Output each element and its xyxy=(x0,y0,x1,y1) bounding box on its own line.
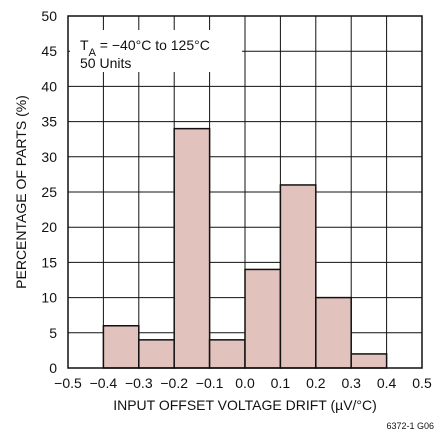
annotation-line-2: 50 Units xyxy=(80,55,131,71)
annotation-line-1: TA = −40°C to 125°C xyxy=(80,37,210,59)
plot-frame xyxy=(67,15,423,369)
x-tick-label: −0.4 xyxy=(90,375,118,391)
y-tick-label: 10 xyxy=(41,290,57,306)
y-tick-label: 45 xyxy=(41,43,57,59)
y-tick-labels: 0 5 10 15 20 25 30 35 40 45 50 xyxy=(41,8,57,376)
x-tick-label: −0.3 xyxy=(125,375,153,391)
y-tick-label: 15 xyxy=(41,254,57,270)
histogram-bar xyxy=(173,127,211,369)
x-tick-labels: −0.5 −0.4 −0.3 −0.2 −0.1 0.0 0.1 0.2 0.3 0.4 0.5 xyxy=(54,375,432,391)
x-tick-label: 0.3 xyxy=(341,375,361,391)
x-tick-label: −0.5 xyxy=(54,375,82,391)
x-tick-label: −0.2 xyxy=(160,375,188,391)
x-tick-label: 0.0 xyxy=(235,375,255,391)
figure-id: 6372-1 G06 xyxy=(386,421,434,431)
y-tick-label: 0 xyxy=(49,360,57,376)
y-tick-label: 30 xyxy=(41,149,57,165)
x-axis-label: INPUT OFFSET VOLTAGE DRIFT (µV/°C) xyxy=(113,397,377,413)
histogram-bar xyxy=(138,339,175,369)
y-tick-label: 35 xyxy=(41,114,57,130)
x-tick-label: 0.1 xyxy=(271,375,291,391)
x-tick-label: 0.5 xyxy=(412,375,432,391)
histogram-bar xyxy=(102,325,140,369)
y-tick-label: 50 xyxy=(41,8,57,24)
histogram-bar xyxy=(350,353,388,369)
x-tick-label: −0.1 xyxy=(196,375,224,391)
histogram-bar xyxy=(315,296,352,369)
annotation-background xyxy=(70,30,242,72)
histogram-bar xyxy=(279,184,317,369)
y-tick-label: 5 xyxy=(49,325,57,341)
histogram-bar xyxy=(244,268,282,369)
y-tick-label: 20 xyxy=(41,219,57,235)
x-tick-label: 0.2 xyxy=(306,375,326,391)
histogram-bar xyxy=(208,339,246,369)
y-tick-label: 25 xyxy=(41,184,57,200)
y-axis-label: PERCENTAGE OF PARTS (%) xyxy=(13,95,29,289)
y-tick-label: 40 xyxy=(41,78,57,94)
x-tick-label: 0.4 xyxy=(377,375,397,391)
